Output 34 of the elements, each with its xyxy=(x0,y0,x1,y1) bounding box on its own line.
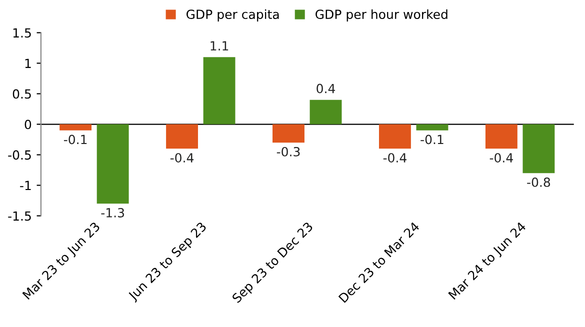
bar xyxy=(485,124,518,149)
bar xyxy=(272,124,304,143)
data-label: 0.4 xyxy=(316,84,335,94)
x-tick-label: Sep 23 to Dec 23 xyxy=(231,222,315,306)
bar xyxy=(96,124,129,204)
data-label: -0.1 xyxy=(420,134,444,144)
bar xyxy=(166,124,198,149)
bar xyxy=(522,124,555,174)
legend-label: GDP per hour worked xyxy=(316,9,448,22)
y-tick-label: 1 xyxy=(25,58,31,68)
x-tick-label: Mar 23 to Jun 23 xyxy=(22,222,102,302)
data-label: -0.3 xyxy=(276,146,300,156)
data-label: -0.4 xyxy=(170,153,194,163)
legend-label: GDP per capita xyxy=(186,9,279,22)
x-tick-label: Mar 24 to Jun 24 xyxy=(448,221,528,302)
bar xyxy=(310,100,342,124)
data-label: -1.3 xyxy=(101,208,124,218)
data-label: -0.4 xyxy=(490,153,513,163)
x-tick-label: Jun 23 to Sep 23 xyxy=(127,222,208,303)
bar xyxy=(416,124,448,130)
data-label: -0.8 xyxy=(527,177,550,187)
y-tick-label: 0.5 xyxy=(12,89,31,99)
y-tick-label: -0.5 xyxy=(8,150,31,160)
y-tick-label: -1 xyxy=(20,180,31,190)
y-tick-label: -1.5 xyxy=(8,211,31,221)
data-label: 1.1 xyxy=(210,41,228,50)
bar xyxy=(378,124,411,149)
x-tick-label: Dec 23 to Mar 24 xyxy=(338,221,420,304)
bar xyxy=(203,57,236,124)
bar xyxy=(60,124,92,130)
data-label: -0.4 xyxy=(383,153,406,163)
y-tick-label: 1.5 xyxy=(13,28,31,38)
y-tick-label: 0 xyxy=(24,120,32,130)
data-label: -0.1 xyxy=(64,134,87,144)
